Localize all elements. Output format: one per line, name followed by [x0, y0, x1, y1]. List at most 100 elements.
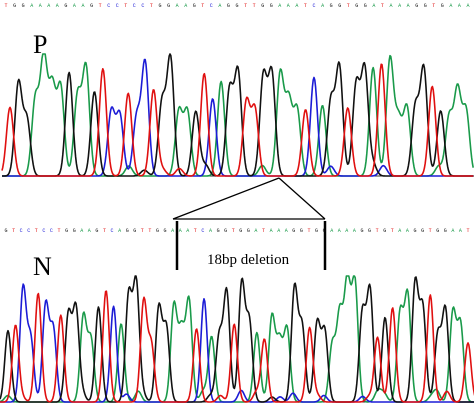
- sequence-letter: G: [360, 228, 363, 234]
- sequence-letter: C: [141, 3, 144, 9]
- sequence-letter: G: [247, 228, 250, 234]
- sequence-letter: G: [163, 228, 166, 234]
- sequence-letter: T: [4, 3, 7, 9]
- sequence-letter: G: [441, 3, 444, 9]
- sequence-letter: G: [323, 228, 326, 234]
- sequence-letter: T: [141, 228, 144, 234]
- sequence-letter: G: [22, 3, 25, 9]
- sequence-letter: G: [227, 3, 230, 9]
- sequence-letter: A: [398, 228, 401, 234]
- sequence-letter: A: [56, 3, 59, 9]
- sequence-letter: T: [347, 3, 350, 9]
- sequence-letter: G: [95, 228, 98, 234]
- sequence-letter: A: [449, 3, 452, 9]
- sequence-letter: A: [171, 228, 174, 234]
- sequence-letter: T: [381, 3, 384, 9]
- sequence-letter: T: [253, 3, 256, 9]
- sequence-letter: G: [368, 228, 371, 234]
- sequence-letter: A: [218, 3, 221, 9]
- sequence-letter: G: [235, 3, 238, 9]
- deletion-callout-right-line: [278, 177, 326, 220]
- sequence-letter: G: [156, 228, 159, 234]
- sequence-letter: G: [364, 3, 367, 9]
- sequence-letter: A: [407, 3, 410, 9]
- sequence-letter: A: [277, 228, 280, 234]
- trace-a-green: [0, 275, 474, 403]
- sequence-letter: T: [391, 228, 394, 234]
- sequence-letter: G: [217, 228, 220, 234]
- sequence-letter: G: [436, 228, 439, 234]
- sequence-letter: A: [287, 3, 290, 9]
- patient-chromatogram-trace: [1, 53, 474, 177]
- sequence-letter: G: [261, 3, 264, 9]
- sequence-letter: G: [13, 3, 16, 9]
- sequence-letter: T: [244, 3, 247, 9]
- sequence-letter: A: [406, 228, 409, 234]
- sequence-letter: G: [126, 228, 129, 234]
- sequence-letter: C: [110, 228, 113, 234]
- sequence-letter: A: [80, 228, 83, 234]
- sequence-letter: G: [133, 228, 136, 234]
- trace-t-red: [1, 63, 474, 177]
- sequence-letter: G: [64, 3, 67, 9]
- sequence-letter: T: [429, 228, 432, 234]
- sequence-letter: A: [321, 3, 324, 9]
- sequence-letter: A: [88, 228, 91, 234]
- sequence-letter: A: [118, 228, 121, 234]
- sequence-letter: T: [376, 228, 379, 234]
- sequence-letter: T: [201, 3, 204, 9]
- sequence-letter: G: [424, 3, 427, 9]
- sequence-letter: T: [150, 3, 153, 9]
- sequence-letter: C: [107, 3, 110, 9]
- sequence-letter: T: [466, 228, 469, 234]
- sequence-letter: A: [459, 228, 462, 234]
- sequence-letter: A: [398, 3, 401, 9]
- sequence-letter: A: [353, 228, 356, 234]
- sequence-letter: A: [389, 3, 392, 9]
- sequence-letter: T: [12, 228, 15, 234]
- sequence-letter: T: [232, 228, 235, 234]
- sequence-letter: G: [413, 228, 416, 234]
- sequence-letter: C: [27, 228, 30, 234]
- sequence-letter: A: [372, 3, 375, 9]
- sequence-letter: T: [307, 228, 310, 234]
- sequence-letter: A: [184, 3, 187, 9]
- sequence-letter: A: [39, 3, 42, 9]
- sequence-letter: G: [330, 3, 333, 9]
- sequence-letter: C: [312, 3, 315, 9]
- sequence-letter: A: [295, 3, 298, 9]
- panel-label-n: N: [33, 252, 52, 281]
- sequence-letter: G: [65, 228, 68, 234]
- sequence-letter: A: [330, 228, 333, 234]
- sequence-letter: T: [35, 228, 38, 234]
- sequence-letter: C: [50, 228, 53, 234]
- sequence-letter: T: [304, 3, 307, 9]
- sequence-letter: A: [186, 228, 189, 234]
- sequence-letter: A: [270, 228, 273, 234]
- sequence-letter: A: [458, 3, 461, 9]
- trace-t-red: [0, 290, 474, 403]
- sequence-letter: A: [73, 3, 76, 9]
- deletion-callout-left-line: [172, 177, 280, 220]
- sequence-letter: C: [20, 228, 23, 234]
- sequence-letter: G: [300, 228, 303, 234]
- sequence-letter: T: [432, 3, 435, 9]
- sequence-letter: G: [444, 228, 447, 234]
- sequence-letter: A: [345, 228, 348, 234]
- sequence-letter: A: [338, 228, 341, 234]
- sequence-letter: G: [224, 228, 227, 234]
- sequence-letter: C: [133, 3, 136, 9]
- sequence-letter: G: [338, 3, 341, 9]
- sequence-letter: G: [383, 228, 386, 234]
- sequence-letter: C: [201, 228, 204, 234]
- sequence-letter: G: [315, 228, 318, 234]
- sequence-letter: G: [73, 228, 76, 234]
- sequence-letter: C: [116, 3, 119, 9]
- sequence-letter: A: [451, 228, 454, 234]
- sequence-letter: G: [158, 3, 161, 9]
- sequence-letter: A: [176, 3, 179, 9]
- sequence-letter: A: [81, 3, 84, 9]
- sequence-letter: A: [179, 228, 182, 234]
